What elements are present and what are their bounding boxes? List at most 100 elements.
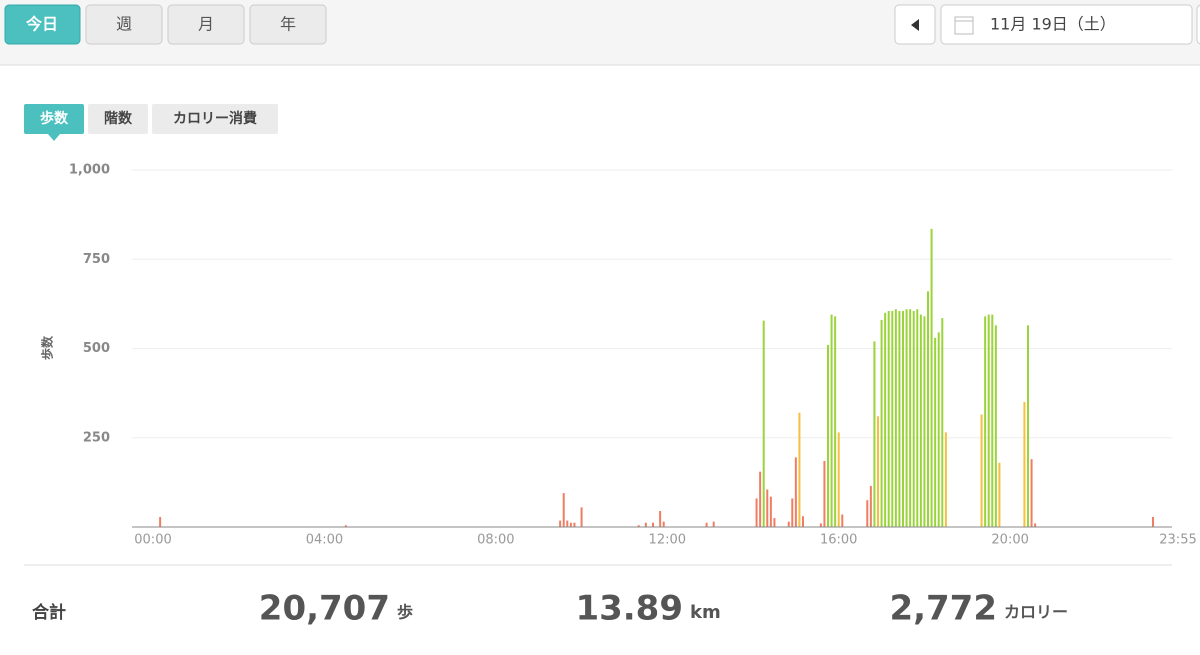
bar — [712, 521, 715, 527]
bar — [787, 521, 790, 527]
bar — [755, 498, 758, 527]
bar — [898, 311, 901, 527]
bar — [866, 500, 869, 527]
bar — [562, 493, 565, 527]
summary-label: 合計 — [32, 602, 66, 623]
calories-value: 2,772 — [889, 589, 997, 629]
bar — [834, 316, 837, 527]
bar — [923, 316, 926, 527]
steps-unit: 歩 — [397, 603, 413, 622]
bar — [802, 516, 804, 527]
bar — [1027, 325, 1029, 527]
x-tick-label: 20:00 — [991, 533, 1028, 548]
bar — [1030, 459, 1033, 527]
x-tick-label: 23:55 — [1159, 533, 1196, 548]
bar — [930, 228, 933, 527]
bar — [827, 344, 829, 527]
bar — [984, 316, 987, 527]
bar — [580, 507, 583, 527]
bar — [902, 311, 904, 527]
date-field[interactable] — [940, 4, 1193, 45]
bar — [880, 319, 883, 527]
bar — [566, 520, 569, 527]
bar — [659, 510, 662, 527]
y-axis-label: 歩数 — [40, 335, 55, 360]
x-tick-label: 12:00 — [649, 533, 686, 548]
steps-value: 20,707 — [259, 589, 390, 629]
tab-week[interactable] — [85, 4, 163, 45]
metric-tab-floors[interactable] — [88, 104, 148, 134]
bar — [823, 460, 826, 527]
bar — [841, 514, 844, 527]
bar — [759, 471, 762, 527]
tab-year[interactable] — [249, 4, 327, 45]
bar — [637, 525, 640, 527]
tab-label: 月 — [198, 15, 214, 34]
bar — [830, 314, 833, 527]
x-tick-label: 00:00 — [134, 533, 171, 548]
prev-icon — [911, 19, 919, 31]
bar — [912, 311, 915, 527]
tab-label: 週 — [116, 15, 132, 34]
bar — [159, 517, 162, 527]
y-tick-label: 750 — [83, 252, 110, 267]
x-tick-label: 04:00 — [306, 533, 343, 548]
calories-unit: カロリー — [1004, 603, 1068, 622]
calendar-icon — [954, 16, 974, 35]
bar — [894, 309, 897, 527]
bar — [766, 489, 769, 527]
y-tick-label: 1,000 — [69, 163, 110, 178]
tab-label: 今日 — [25, 15, 58, 34]
metric-tab-calories[interactable] — [152, 104, 278, 134]
bar — [916, 309, 919, 527]
bar — [652, 522, 654, 527]
bar — [909, 309, 912, 527]
tab-label: 年 — [280, 15, 296, 34]
bar — [887, 311, 890, 527]
bar — [705, 522, 708, 527]
distance-unit: km — [690, 602, 721, 623]
bar — [344, 525, 347, 527]
bar — [791, 498, 794, 527]
bar — [877, 416, 879, 527]
bar — [1023, 402, 1026, 527]
bar — [927, 291, 929, 527]
bar — [794, 457, 797, 527]
bar — [944, 432, 947, 527]
bar — [891, 311, 894, 527]
bar — [980, 414, 983, 527]
bar — [773, 518, 776, 527]
bar — [837, 432, 840, 527]
bar — [934, 337, 937, 527]
bar — [798, 412, 801, 527]
bar — [937, 332, 940, 527]
bar — [569, 522, 572, 527]
bar — [873, 341, 876, 527]
bar — [762, 320, 765, 527]
bar — [869, 485, 872, 527]
bar — [1034, 523, 1037, 527]
metric-tab-steps[interactable] — [24, 104, 84, 134]
bar — [644, 522, 647, 527]
x-tick-label: 16:00 — [820, 533, 857, 548]
x-tick-label: 08:00 — [477, 533, 514, 548]
metric-tab-label: カロリー消費 — [173, 110, 257, 127]
next-button[interactable] — [1196, 4, 1200, 45]
date-text: 11月 19日（土） — [990, 15, 1116, 34]
y-tick-label: 250 — [83, 430, 110, 445]
metric-tab-label: 歩数 — [40, 110, 69, 127]
tab-month[interactable] — [167, 4, 245, 45]
y-tick-label: 500 — [83, 341, 110, 356]
tab-today[interactable] — [4, 4, 81, 45]
bar — [905, 309, 908, 527]
distance-value: 13.89 — [575, 589, 683, 629]
bar — [559, 520, 562, 527]
bar — [998, 462, 1001, 527]
bar — [1152, 517, 1154, 527]
bar — [919, 314, 922, 527]
bar — [941, 318, 944, 527]
bar — [987, 314, 990, 527]
bar — [991, 314, 994, 527]
bar — [573, 522, 576, 527]
